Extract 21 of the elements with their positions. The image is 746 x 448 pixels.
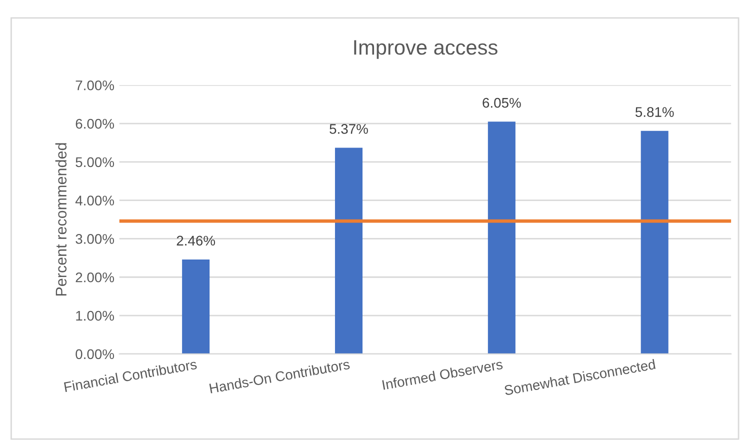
y-tick-label: 7.00% <box>76 80 114 90</box>
bar <box>182 259 210 354</box>
bar <box>640 130 668 354</box>
x-tick-label: Financial Contributors <box>64 358 198 392</box>
y-tick-label: 3.00% <box>76 234 114 244</box>
data-label: 2.46% <box>176 236 216 246</box>
x-tick-label: Informed Observers <box>382 358 503 390</box>
y-tick-label: 6.00% <box>76 118 114 129</box>
y-tick-label: 2.00% <box>76 272 114 282</box>
x-tick-label: Hands-On Contributors <box>209 358 350 394</box>
data-label: 6.05% <box>482 98 521 108</box>
data-label: 5.81% <box>635 107 674 117</box>
y-axis-title: Percent recommended <box>55 143 67 296</box>
y-tick-label: 5.00% <box>76 157 114 168</box>
y-tick-label: 4.00% <box>75 196 114 206</box>
bar <box>334 148 363 354</box>
data-label: 5.37% <box>330 124 368 134</box>
chart-title: Improve access <box>354 40 498 59</box>
y-tick-label: 0.00% <box>76 349 114 360</box>
bar <box>488 122 516 354</box>
y-tick-label: 1.00% <box>76 310 114 321</box>
